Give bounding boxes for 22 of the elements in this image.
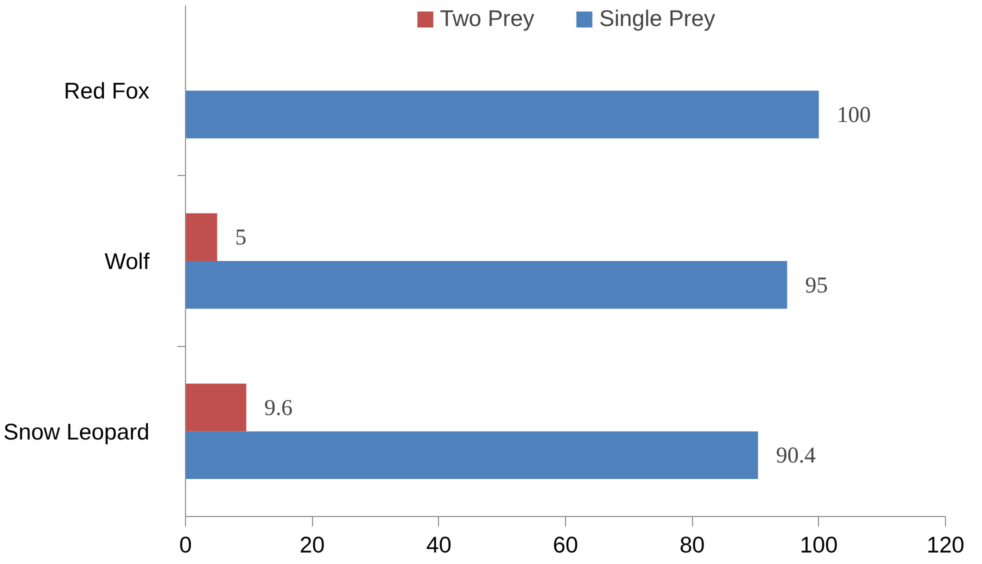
y-tick-label: Red Fox bbox=[64, 78, 150, 104]
x-tick-label: 120 bbox=[926, 532, 964, 558]
data-label: 95 bbox=[805, 272, 828, 298]
data-label: 90.4 bbox=[776, 442, 816, 468]
data-label: 100 bbox=[836, 102, 871, 128]
data-label: 9.6 bbox=[264, 394, 293, 420]
x-tick-label: 60 bbox=[552, 532, 578, 558]
bar bbox=[186, 261, 788, 309]
y-tick-label: Wolf bbox=[104, 248, 150, 274]
data-label: 5 bbox=[235, 224, 246, 250]
legend-label: Single Prey bbox=[599, 5, 716, 32]
x-tick-label: 20 bbox=[300, 532, 325, 558]
x-tick-label: 0 bbox=[179, 532, 192, 558]
bar bbox=[186, 90, 819, 138]
bar bbox=[186, 431, 758, 480]
x-tick-label: 80 bbox=[680, 532, 705, 558]
bar bbox=[186, 213, 218, 261]
x-tick-label: 100 bbox=[800, 532, 838, 558]
y-tick-label: Snow Leopard bbox=[3, 418, 150, 444]
bar bbox=[186, 384, 246, 432]
x-tick-label: 40 bbox=[426, 532, 452, 558]
legend-label: Two Prey bbox=[440, 5, 534, 32]
